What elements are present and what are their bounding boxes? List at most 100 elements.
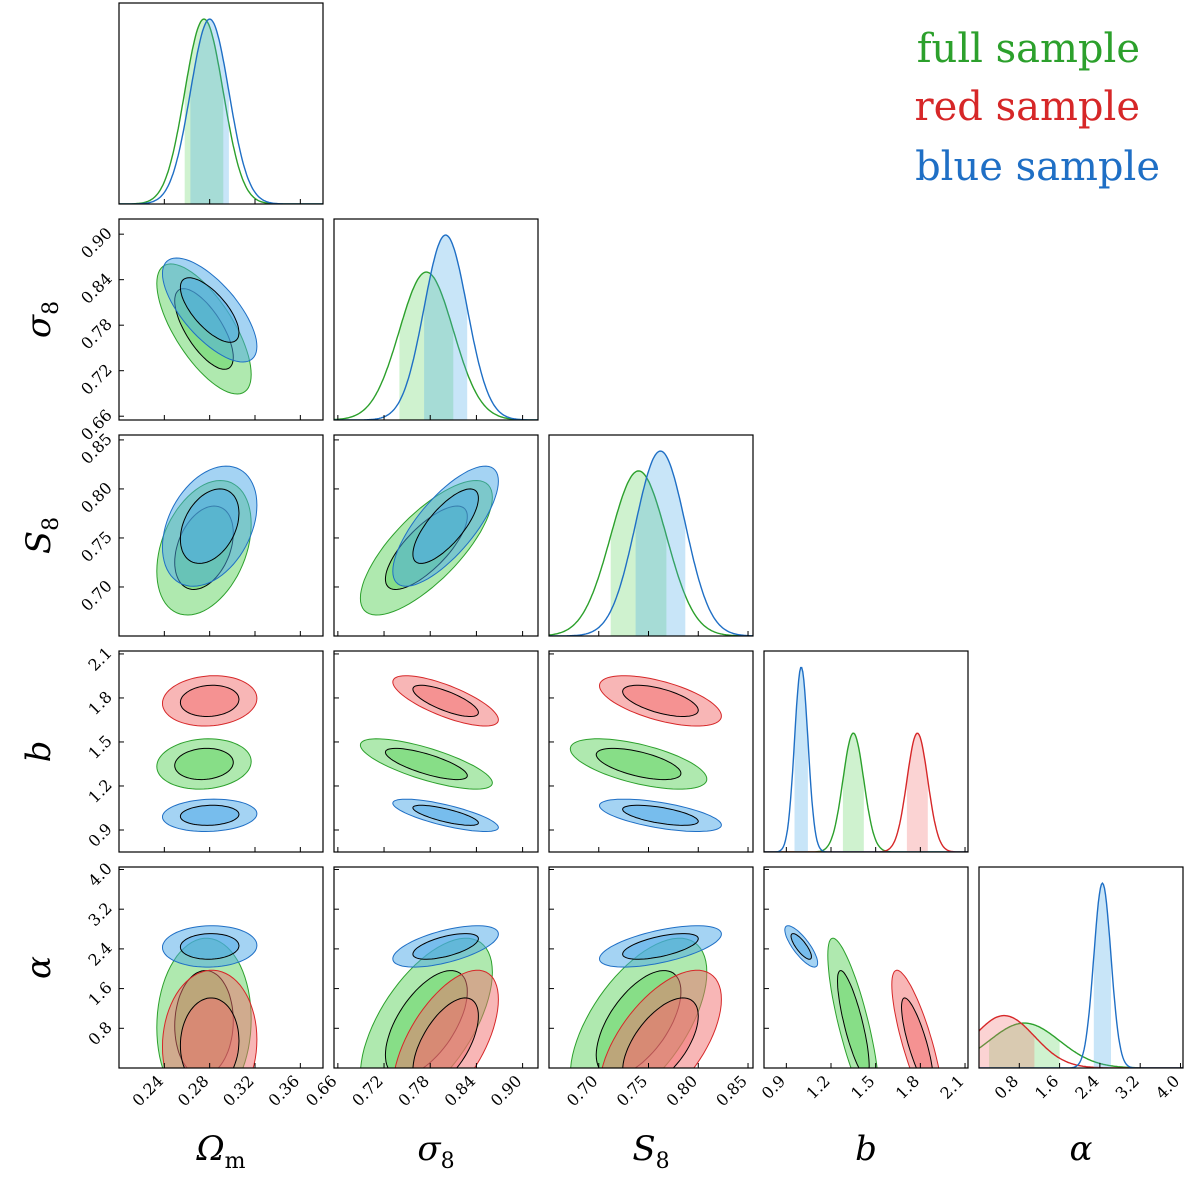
x-tick-label: 0.32	[219, 1071, 258, 1110]
legend: full sample red sample blue sample	[915, 26, 1161, 190]
y-axis-label-alpha: α	[19, 956, 59, 979]
x-tick-label: 3.2	[1112, 1071, 1143, 1102]
x-tick-label: 0.36	[265, 1071, 304, 1110]
band-full-sample	[842, 733, 864, 852]
panel-frame	[118, 434, 324, 637]
pdf-blue-sample	[119, 18, 323, 204]
x-tick-label: 1.2	[802, 1071, 833, 1102]
panel-frame	[548, 866, 754, 1069]
x-tick-label: 2.1	[936, 1071, 967, 1102]
panel-S8-Om: 0.700.750.800.85	[77, 429, 324, 637]
pdf-red-sample	[764, 732, 968, 852]
pdf-full-sample	[549, 470, 753, 636]
band-full-sample	[989, 1023, 1060, 1068]
contour-1sigma-blue-sample	[179, 277, 240, 343]
panel-frame	[333, 434, 539, 637]
contour-1sigma-blue-sample	[179, 488, 240, 564]
band-blue-sample	[1093, 883, 1111, 1068]
panel-b-Om: 0.9 1.2 1.5 1.8 2.1	[84, 643, 324, 853]
contour-1sigma-full-sample	[174, 747, 234, 781]
x-tick-label: 0.72	[348, 1071, 387, 1110]
pdf-full-sample	[119, 18, 323, 204]
x-axis-label-S8: S8	[632, 1129, 669, 1174]
panel-S8-s8	[333, 434, 539, 637]
y-tick-label: 0.75	[77, 527, 116, 566]
panel-frame	[333, 866, 539, 1069]
contour-1sigma-red-sample	[179, 684, 240, 717]
y-tick-label: 3.2	[84, 899, 115, 930]
panel-alpha-S8: 0.70 0.75 0.80 0.85	[548, 866, 754, 1110]
x-tick-label: 0.80	[662, 1071, 701, 1110]
panel-frame	[548, 650, 754, 853]
y-axis-label-s8: σ8	[19, 301, 64, 338]
panel-alpha-s8: 0.66 0.72 0.78 0.84 0.90	[302, 866, 539, 1110]
y-tick-label: 0.72	[77, 360, 116, 399]
panel-b-s8	[333, 650, 539, 853]
panel-frame	[333, 218, 539, 421]
band-red-sample	[906, 733, 928, 852]
y-tick-label: 0.9	[84, 819, 115, 850]
y-tick-label: 1.2	[84, 775, 115, 806]
contour-1sigma-full-sample	[595, 747, 682, 781]
panel-Om-Om	[118, 2, 324, 205]
panel-frame	[333, 650, 539, 853]
y-tick-label: 2.1	[84, 643, 115, 674]
contour-1sigma-red-sample	[179, 997, 240, 1068]
y-tick-label: 0.80	[77, 478, 116, 517]
x-tick-label: 0.75	[613, 1071, 652, 1110]
x-tick-label: 0.85	[712, 1071, 751, 1110]
contour-1sigma-blue-sample	[412, 488, 479, 564]
x-tick-label: 0.24	[129, 1071, 168, 1110]
x-tick-label: 0.8	[991, 1071, 1022, 1102]
y-tick-label: 0.70	[77, 576, 116, 615]
x-tick-label: 0.9	[758, 1071, 789, 1102]
contour-1sigma-blue-sample	[179, 933, 240, 960]
panel-S8-S8	[548, 434, 754, 637]
y-tick-label: 1.8	[84, 687, 115, 718]
contour-1sigma-red-sample	[412, 684, 479, 717]
band-full-sample	[184, 19, 224, 204]
x-tick-label: 0.90	[487, 1071, 526, 1110]
pdf-blue-sample	[549, 450, 753, 636]
x-tick-label: 0.84	[441, 1071, 480, 1110]
x-tick-label: 1.8	[892, 1071, 923, 1102]
y-axis-label-S8: S8	[19, 517, 64, 554]
band-full-sample	[610, 470, 667, 636]
x-tick-label: 2.4	[1071, 1071, 1102, 1102]
contour-1sigma-red-sample	[622, 684, 699, 717]
pdf-blue-sample	[979, 881, 1183, 1068]
pdf-red-sample	[979, 1014, 1183, 1068]
panel-s8-Om: 0.660.720.780.840.90	[77, 218, 324, 444]
legend-blue-sample: blue sample	[915, 144, 1160, 190]
y-tick-label: 2.4	[84, 938, 115, 969]
contour-1sigma-blue-sample	[622, 933, 699, 960]
band-blue-sample	[794, 667, 808, 852]
x-tick-label: 1.5	[847, 1071, 878, 1102]
contour-1sigma-red-sample	[412, 997, 479, 1068]
panel-alpha-Om: 0.24 0.28 0.32 0.36 0.8 1.6 2.4 3.2 4.0	[84, 859, 324, 1110]
contour-1sigma-blue-sample	[412, 804, 479, 826]
x-tick-label: 4.0	[1152, 1071, 1183, 1102]
contour-1sigma-full-sample	[384, 747, 468, 781]
band-blue-sample	[190, 19, 229, 204]
panel-frame	[548, 434, 754, 637]
panel-s8-s8	[333, 218, 539, 421]
y-tick-label: 0.90	[77, 224, 116, 263]
panel-alpha-b: 0.9 1.2 1.5 1.8 2.1	[758, 866, 969, 1103]
x-tick-label: 0.66	[302, 1071, 341, 1110]
contour-1sigma-blue-sample	[622, 804, 699, 826]
x-axis-label-Om: Ωm	[195, 1129, 245, 1174]
y-tick-label: 1.6	[84, 978, 115, 1009]
x-axis-label-alpha: α	[1070, 1129, 1093, 1169]
panel-frame	[763, 866, 969, 1069]
pdf-blue-sample	[764, 666, 968, 852]
band-blue-sample	[424, 235, 468, 420]
legend-red-sample: red sample	[915, 84, 1141, 130]
panel-alpha-alpha: 0.8 1.6 2.4 3.2 4.0	[978, 866, 1184, 1103]
legend-full-sample: full sample	[917, 26, 1140, 72]
contour-1sigma-blue-sample	[412, 933, 479, 960]
contour-1sigma-red-sample	[900, 997, 933, 1068]
pdf-full-sample	[334, 271, 538, 420]
x-tick-label: 0.70	[563, 1071, 602, 1110]
